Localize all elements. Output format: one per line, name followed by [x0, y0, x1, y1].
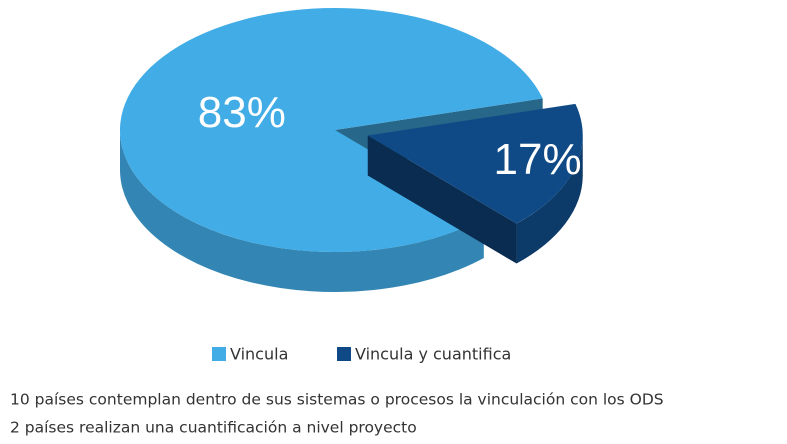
legend-label: Vincula y cuantifica [355, 345, 511, 364]
slice [367, 103, 583, 224]
slice-side [516, 135, 583, 264]
note: 2 países realizan una cuantificación a n… [10, 419, 417, 437]
value-label: 17% [494, 135, 582, 184]
slice-face [367, 135, 517, 264]
slice-side [120, 130, 484, 292]
legend-swatch [337, 347, 351, 361]
note: 10 países contemplan dentro de sus siste… [10, 391, 664, 409]
value-label: 83% [198, 88, 286, 137]
pie: 83% 17% [120, 7, 583, 292]
legend-swatch [212, 347, 226, 361]
legend-label: Vincula [230, 345, 288, 364]
